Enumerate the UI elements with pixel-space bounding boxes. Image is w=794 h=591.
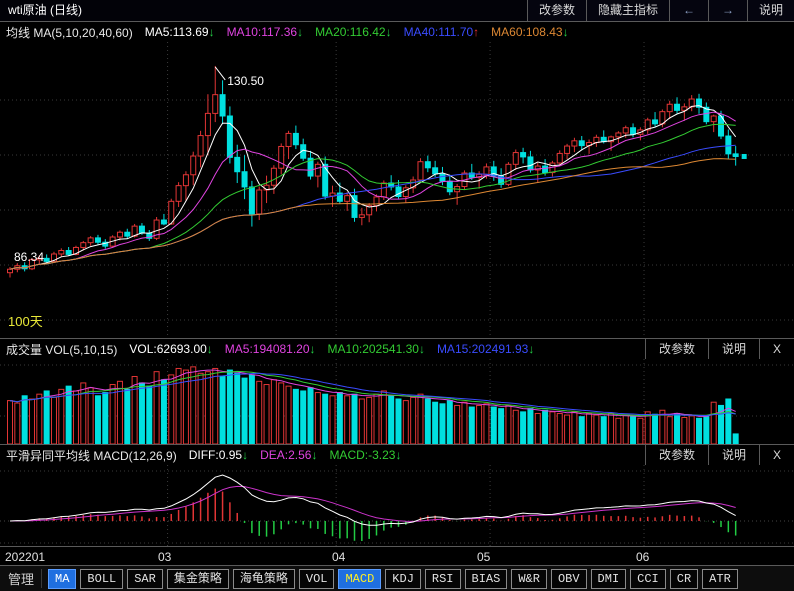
toolbar-item-ma[interactable]: MA <box>48 568 77 589</box>
volume-indicator-row: 成交量 VOL(5,10,15) VOL:62693.00↓ MA5:194081.… <box>0 339 534 359</box>
indicator-value: MA40:111.70↑ <box>403 25 480 39</box>
down-arrow-icon: ↓ <box>206 342 213 356</box>
macd-chart[interactable] <box>0 465 794 546</box>
toolbar-item-[interactable]: 海龟策略 <box>232 568 295 589</box>
down-arrow-icon: ↓ <box>395 448 402 462</box>
help-button[interactable]: 说明 <box>746 0 794 21</box>
ma-indicator-row: 均线 MA(5,10,20,40,60) MA5:113.69↓ MA10:117.… <box>0 23 569 41</box>
close-button[interactable]: X <box>758 445 794 465</box>
up-arrow-icon: ↑ <box>473 25 480 39</box>
macd-indicator-row: 平滑异同平均线 MACD(12,26,9) DIFF:0.95↓ DEA:2.56↓… <box>0 445 401 465</box>
indicator-value: MA5:113.69↓ <box>144 25 215 39</box>
volume-chart-svg <box>0 359 794 445</box>
indicator-name-label: 成交量 VOL(5,10,15) <box>6 342 118 357</box>
down-arrow-icon: ↓ <box>208 25 215 39</box>
indicator-value: MACD:-3.23↓ <box>329 448 402 462</box>
title-bar: wti原油 (日线) 改参数 隐藏主指标 ← → 说明 <box>0 0 794 22</box>
indicator-value: MA10:202541.30↓ <box>327 342 425 356</box>
time-axis-label: 03 <box>158 550 172 564</box>
toolbar-item-atr[interactable]: ATR <box>702 568 738 589</box>
toolbar-manage-label[interactable]: 管理 <box>5 569 43 588</box>
time-axis-label: 06 <box>636 550 650 564</box>
indicator-value: MA15:202491.93↓ <box>436 342 535 356</box>
toolbar-item-rsi[interactable]: RSI <box>424 568 461 589</box>
time-axis-label: 202201 <box>5 550 46 564</box>
toolbar-item-sar[interactable]: SAR <box>127 568 163 589</box>
volume-pane-buttons: 改参数 说明 X <box>644 339 794 359</box>
down-arrow-icon: ↓ <box>528 342 535 356</box>
toolbar-item-boll[interactable]: BOLL <box>80 568 124 589</box>
change-params-button[interactable]: 改参数 <box>644 445 708 465</box>
help-button[interactable]: 说明 <box>707 445 759 465</box>
down-arrow-icon: ↓ <box>418 342 425 356</box>
down-arrow-icon: ↓ <box>562 25 569 39</box>
down-arrow-icon: ↓ <box>309 342 316 356</box>
indicator-value: MA20:116.42↓ <box>315 25 392 39</box>
indicator-value: DIFF:0.95↓ <box>188 448 249 462</box>
indicator-name-label: 均线 MA(5,10,20,40,60) <box>6 25 133 40</box>
down-arrow-icon: ↓ <box>385 25 392 39</box>
macd-pane-buttons: 改参数 说明 X <box>644 445 794 465</box>
down-arrow-icon: ↓ <box>311 448 318 462</box>
instrument-title: wti原油 (日线) <box>8 3 82 17</box>
time-axis-label: 04 <box>332 550 346 564</box>
change-params-button[interactable]: 改参数 <box>526 0 586 21</box>
indicator-value: DEA:2.56↓ <box>260 448 318 462</box>
arrow-left-icon[interactable]: ← <box>668 0 708 21</box>
toolbar-item-obv[interactable]: OBV <box>550 568 587 589</box>
time-axis: 202201 03 04 05 06 <box>0 546 794 565</box>
indicator-value: VOL:62693.00↓ <box>129 342 213 356</box>
down-arrow-icon: ↓ <box>242 448 249 462</box>
toolbar-item-cci[interactable]: CCI <box>630 568 666 589</box>
change-params-button[interactable]: 改参数 <box>644 339 708 359</box>
volume-chart[interactable] <box>0 359 794 445</box>
macd-pane-header: 平滑异同平均线 MACD(12,26,9) DIFF:0.95↓ DEA:2.56↓… <box>0 444 794 465</box>
indicator-value: MA60:108.43↓ <box>491 25 569 39</box>
indicator-toolbar: 管理 MA BOLL SAR 集金策略 海龟策略 VOL MACD KDJ RSI BIAS W&R O… <box>0 565 794 591</box>
time-axis-label: 05 <box>477 550 491 564</box>
indicator-value: MA10:117.36↓ <box>226 25 304 39</box>
toolbar-item-vol[interactable]: VOL <box>298 568 335 589</box>
hide-main-indicator-button[interactable]: 隐藏主指标 <box>585 0 669 21</box>
down-arrow-icon: ↓ <box>297 25 304 39</box>
title-bar-buttons: 改参数 隐藏主指标 ← → 说明 <box>526 0 794 21</box>
toolbar-item-macd[interactable]: MACD <box>338 568 382 589</box>
toolbar-item-bias[interactable]: BIAS <box>464 568 508 589</box>
toolbar-item-cr[interactable]: CR <box>669 568 699 589</box>
help-button[interactable]: 说明 <box>707 339 759 359</box>
arrow-right-icon[interactable]: → <box>707 0 747 21</box>
toolbar-item-wr[interactable]: W&R <box>511 568 547 589</box>
macd-chart-svg <box>0 465 794 546</box>
toolbar-item-[interactable]: 集金策略 <box>166 568 229 589</box>
main-chart-svg <box>0 42 794 338</box>
toolbar-item-kdj[interactable]: KDJ <box>385 568 421 589</box>
toolbar-item-dmi[interactable]: DMI <box>590 568 627 589</box>
indicator-name-label: 平滑异同平均线 MACD(12,26,9) <box>6 448 177 463</box>
close-button[interactable]: X <box>758 339 794 359</box>
volume-pane-header: 成交量 VOL(5,10,15) VOL:62693.00↓ MA5:194081.… <box>0 338 794 359</box>
main-candlestick-chart[interactable]: 130.50 86.34 100天 <box>0 42 794 338</box>
indicator-value: MA5:194081.20↓ <box>224 342 316 356</box>
